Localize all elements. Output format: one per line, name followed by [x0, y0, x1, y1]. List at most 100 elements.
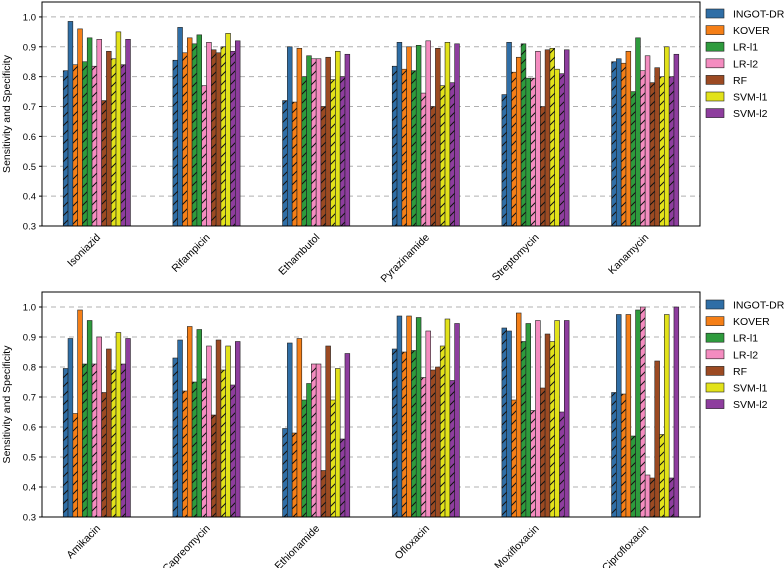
bar-hatch: [282, 100, 288, 226]
bar-specificity-ingot-dr-ethambutol: [287, 46, 293, 227]
y-tick-label: 0.3: [23, 222, 36, 233]
bar-hatch: [392, 66, 398, 226]
bar-specificity-lr-l2-capreomycin: [206, 345, 212, 518]
bar-specificity-lr-l2-kanamycin: [644, 55, 651, 227]
bar-specificity-lr-l1-streptomycin: [525, 77, 532, 227]
legend-label: SVM-l2: [733, 108, 768, 120]
y-tick-label: 0.9: [23, 333, 36, 344]
bar-hatch: [521, 341, 526, 517]
bar-hatch: [292, 102, 297, 226]
bar-specificity-ingot-dr-amikacin: [67, 338, 74, 518]
bar-hatch: [82, 61, 88, 226]
bar-specificity-kover-streptomycin: [515, 56, 522, 227]
legend-label: KOVER: [733, 25, 770, 37]
bar-specificity-rf-pyrazinamide: [435, 47, 441, 227]
bar-specificity-kover-rifampicin: [187, 37, 193, 227]
bar-specificity-svm-l1-rifampicin: [225, 33, 231, 227]
bar-specificity-svm-l2-amikacin: [125, 338, 131, 518]
bar-specificity-svm-l2-kanamycin: [673, 53, 680, 227]
bar-hatch: [330, 79, 336, 226]
legend-label: SVM-l1: [733, 92, 768, 104]
y-tick-label: 0.6: [23, 132, 36, 143]
bar-hatch: [230, 51, 236, 226]
bar-specificity-lr-l1-ciprofloxacin: [635, 309, 641, 518]
bar-hatch: [111, 370, 117, 517]
bar-hatch: [330, 400, 336, 517]
bar-hatch: [101, 392, 107, 517]
y-tick-label: 0.4: [23, 483, 36, 494]
bar-hatch: [311, 364, 317, 517]
bar-specificity-lr-l2-ofloxacin: [425, 330, 431, 518]
legend-label: SVM-l1: [733, 383, 768, 395]
bar-specificity-svm-l1-capreomycin: [225, 345, 231, 518]
bar-specificity-lr-l2-rifampicin: [206, 42, 212, 227]
bar-specificity-rf-kanamycin: [654, 67, 660, 227]
bar-hatch: [501, 94, 507, 226]
bar-specificity-kover-ciprofloxacin: [625, 314, 632, 518]
legend-label: LR-l1: [733, 42, 758, 54]
bar-hatch: [511, 72, 517, 226]
bar-specificity-svm-l2-ofloxacin: [454, 323, 460, 518]
bar-specificity-lr-l1-ofloxacin: [415, 317, 422, 518]
bar-specificity-svm-l1-amikacin: [115, 332, 122, 518]
bar-hatch: [192, 43, 197, 227]
bar-hatch: [421, 93, 426, 227]
bar-specificity-lr-l2-amikacin: [96, 336, 102, 518]
legend-label: RF: [733, 75, 747, 87]
legend-swatch: [705, 349, 725, 360]
bar-hatch: [530, 410, 536, 517]
bar-hatch: [421, 377, 426, 517]
bar-hatch: [449, 82, 455, 226]
bar-specificity-kover-pyrazinamide: [406, 46, 412, 227]
bar-hatch: [559, 412, 565, 517]
x-tick-label: Moxifloxacin: [492, 523, 541, 568]
bar-specificity-ingot-dr-ofloxacin: [396, 315, 403, 518]
bar-specificity-svm-l1-ciprofloxacin: [664, 314, 670, 518]
bar-specificity-kover-kanamycin: [625, 50, 632, 227]
bar-specificity-svm-l1-streptomycin: [554, 68, 560, 227]
bar-hatch: [669, 76, 674, 227]
x-tick-label: Pyrazinamide: [378, 232, 432, 286]
y-tick-label: 1.0: [23, 12, 36, 23]
bar-specificity-lr-l2-isoniazid: [96, 39, 102, 227]
x-tick-label: Ciprofloxacin: [600, 523, 652, 568]
bar-specificity-kover-amikacin: [77, 309, 83, 518]
bar-specificity-rf-isoniazid: [106, 50, 112, 227]
y-tick-label: 0.6: [23, 423, 36, 434]
bar-hatch: [230, 385, 236, 517]
legend-swatch: [705, 75, 725, 85]
bar-hatch: [440, 85, 446, 226]
bar-hatch: [511, 400, 517, 517]
bar-specificity-lr-l1-capreomycin: [196, 329, 202, 518]
bar-hatch: [411, 70, 417, 227]
bar-specificity-lr-l1-moxifloxacin: [525, 323, 532, 518]
bar-hatch: [320, 106, 326, 226]
bar-hatch: [549, 48, 555, 226]
bar-specificity-ingot-dr-rifampicin: [177, 27, 183, 227]
bar-specificity-ingot-dr-ethionamide: [287, 342, 293, 518]
bar-hatch: [301, 76, 307, 227]
bar-hatch: [401, 352, 407, 517]
legend-label: LR-l2: [733, 349, 758, 361]
bar-specificity-lr-l1-amikacin: [86, 320, 93, 518]
bar-specificity-svm-l1-ethambutol: [335, 50, 341, 227]
bar-specificity-rf-amikacin: [106, 348, 112, 518]
bar-hatch: [63, 70, 69, 227]
chart-panel-1: 0.3 0.4 0.5 0.6 0.7 0.8 0.9 1.0 Sensitivity and …: [1, 1, 784, 286]
bar-specificity-lr-l2-ethambutol: [315, 58, 322, 227]
legend-label: KOVER: [733, 316, 770, 328]
bar-hatch: [120, 64, 126, 226]
x-tick-label: Capreomycin: [160, 523, 212, 568]
bar-specificity-lr-l1-ethionamide: [306, 383, 312, 518]
bar-hatch: [430, 370, 436, 517]
bar-specificity-kover-ethambutol: [296, 47, 303, 227]
bar-specificity-lr-l1-isoniazid: [86, 37, 93, 227]
bar-hatch: [621, 394, 626, 517]
y-axis-label: Sensitivity and Specificity: [1, 54, 13, 173]
x-tick-label: Amikacin: [64, 523, 103, 562]
bar-hatch: [282, 428, 288, 517]
legend-label: INGOT-DR: [733, 300, 784, 312]
bar-hatch: [63, 368, 69, 517]
bar-hatch: [92, 66, 97, 226]
bar-hatch: [120, 364, 126, 517]
